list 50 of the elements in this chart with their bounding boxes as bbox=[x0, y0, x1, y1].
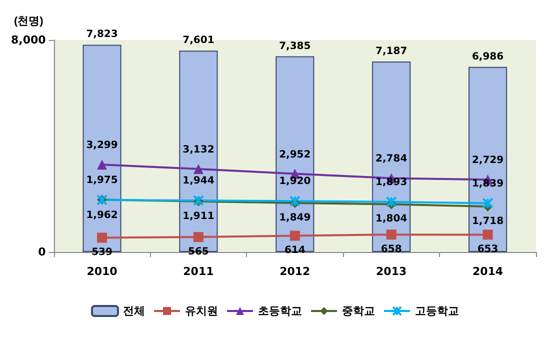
y-tick-label: 8,000 bbox=[10, 34, 46, 46]
data-label: 1,944 bbox=[182, 175, 214, 186]
point bbox=[193, 164, 204, 174]
legend-label: 중학교 bbox=[342, 304, 375, 318]
bar bbox=[276, 56, 314, 252]
point bbox=[290, 230, 300, 241]
data-label: 7,187 bbox=[376, 46, 408, 58]
bar bbox=[468, 66, 508, 252]
data-label: 3,299 bbox=[86, 140, 118, 152]
legend-label: 고등학교 bbox=[415, 304, 459, 318]
data-label: 1,962 bbox=[86, 210, 118, 222]
data-label: 2,784 bbox=[376, 154, 408, 165]
bar bbox=[372, 62, 411, 252]
legend-label: 전체 bbox=[123, 304, 145, 318]
data-label: 2,952 bbox=[279, 149, 311, 160]
legend-label: 유치원 bbox=[185, 304, 218, 318]
data-label: 1,920 bbox=[279, 176, 311, 188]
point bbox=[386, 230, 396, 240]
data-label: 653 bbox=[477, 244, 498, 256]
data-label: 658 bbox=[380, 244, 402, 256]
point bbox=[97, 160, 108, 170]
data-label: 6,986 bbox=[472, 51, 504, 62]
point bbox=[97, 232, 108, 243]
data-label: 1,893 bbox=[376, 176, 408, 188]
data-label: 1,975 bbox=[86, 175, 118, 186]
data-label: 565 bbox=[188, 246, 209, 258]
data-label: 614 bbox=[284, 245, 306, 256]
data-label: 7,823 bbox=[86, 29, 118, 40]
data-label: 3,132 bbox=[182, 144, 214, 156]
x-tick-label: 2010 bbox=[86, 265, 118, 278]
data-label: 1,849 bbox=[279, 212, 311, 224]
data-label: 1,718 bbox=[472, 216, 504, 227]
y-tick-label: 0 bbox=[38, 246, 46, 258]
point bbox=[482, 230, 493, 240]
data-label: 1,911 bbox=[182, 210, 214, 222]
point bbox=[193, 232, 204, 242]
x-tick-label: 2013 bbox=[376, 265, 407, 278]
data-label: 7,385 bbox=[279, 40, 311, 52]
x-tick-label: 2012 bbox=[280, 265, 310, 278]
data-label: 1,839 bbox=[472, 178, 504, 190]
data-label: 2,729 bbox=[472, 155, 504, 166]
x-tick-label: 2014 bbox=[472, 265, 504, 278]
y-axis-title: (천명) bbox=[14, 16, 44, 28]
data-label: 1,804 bbox=[376, 214, 408, 225]
point bbox=[386, 196, 397, 208]
data-label: 7,601 bbox=[182, 35, 214, 46]
point bbox=[289, 196, 300, 207]
legend-label: 초등학교 bbox=[258, 304, 302, 318]
x-tick-label: 2011 bbox=[183, 265, 214, 278]
point bbox=[482, 198, 494, 209]
